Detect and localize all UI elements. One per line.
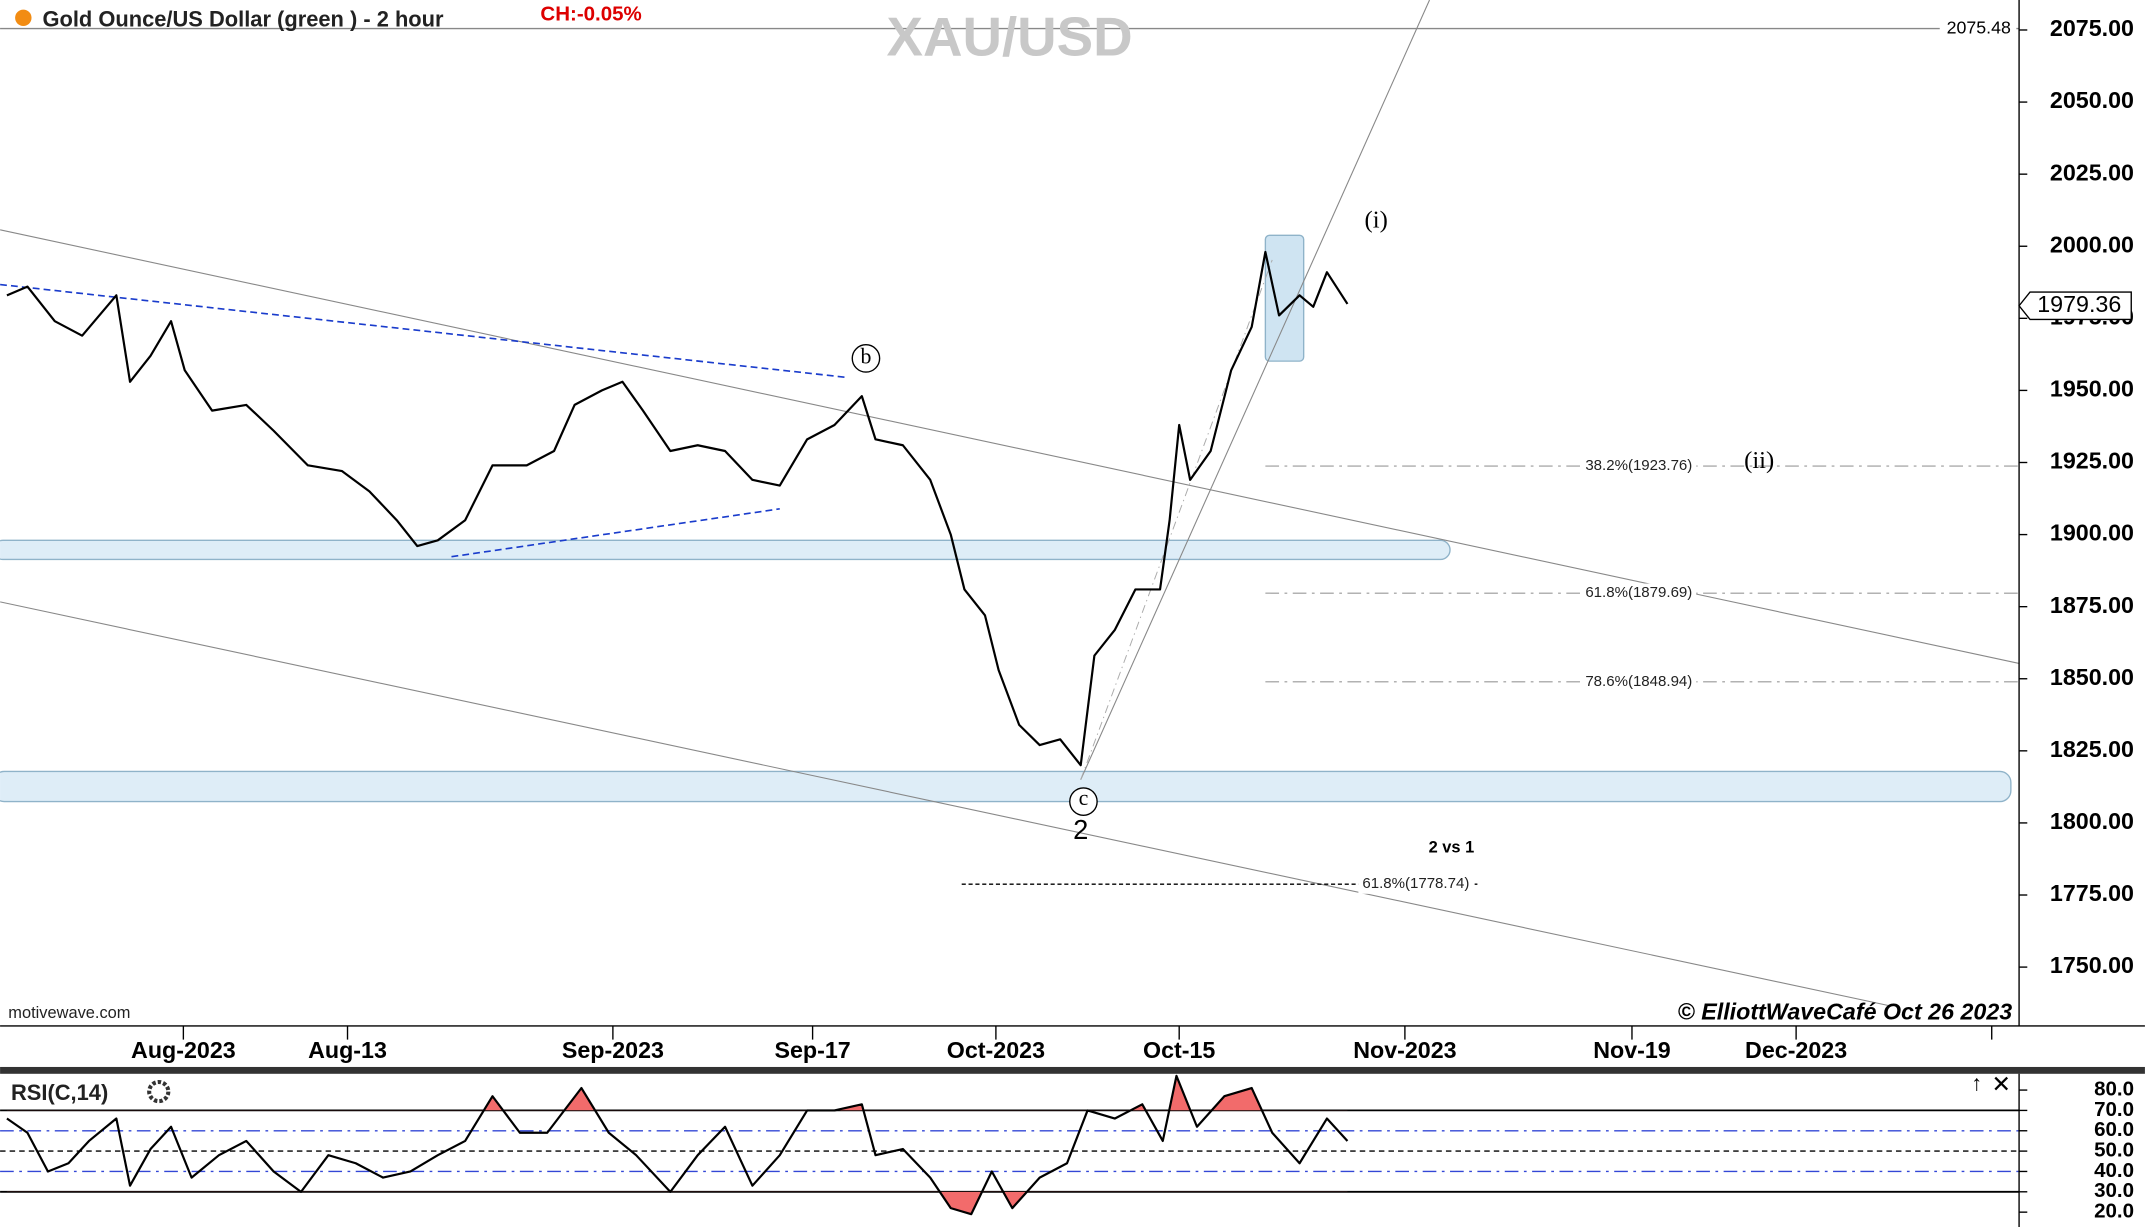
x-tick-label: Dec-2023: [1745, 1037, 1847, 1063]
y-tick-label: 1900.00: [2050, 520, 2134, 546]
settings-icon[interactable]: [147, 1079, 171, 1104]
price-line: [6, 1074, 1349, 1216]
last-price-tag: [2018, 291, 2132, 321]
x-tick-label: Sep-17: [774, 1037, 850, 1063]
y-tick-label: 50.0: [2094, 1139, 2134, 1162]
trend-line: [0, 601, 1888, 1006]
last-price-label: 1979.36: [2037, 291, 2121, 317]
trend-line: [1080, 0, 1431, 780]
y-tick-label: 30.0: [2094, 1179, 2134, 1202]
y-tick-label: 1850.00: [2050, 664, 2134, 690]
wave-circle: [851, 344, 881, 373]
y-tick-label: 20.0: [2094, 1200, 2134, 1223]
level-label: 2075.48: [1947, 17, 2011, 37]
support-zone: [0, 770, 2012, 803]
chart-title: Gold Ounce/US Dollar (green ) - 2 hour: [42, 6, 444, 31]
fib-label: 78.6%(1848.94): [1585, 673, 1692, 690]
y-tick-label: 1750.00: [2050, 952, 2134, 978]
price-panel: 2075.48 38.2%(1923.76) 61.8%(1879.69) 78.6%…: [0, 17, 2020, 894]
x-tick-label: Aug-2023: [131, 1037, 236, 1063]
level-label-bg: [1939, 17, 2017, 40]
source: motivewave.com: [8, 1004, 130, 1022]
x-tick-label: Oct-15: [1143, 1037, 1215, 1063]
wave-label: c: [1079, 786, 1089, 810]
wave-label: 2: [1073, 814, 1088, 845]
y-tick-label: 2050.00: [2050, 87, 2134, 113]
copyright: © ElliottWaveCafé Oct 26 2023: [1678, 999, 2013, 1025]
y-tick-label: 80.0: [2094, 1077, 2134, 1100]
y-tick-label: 1875.00: [2050, 592, 2134, 618]
wave-label: (ii): [1744, 447, 1774, 474]
y-tick-label: 2000.00: [2050, 231, 2134, 257]
note: 2 vs 1: [1429, 838, 1475, 856]
y-tick-label: 1800.00: [2050, 808, 2134, 834]
y-tick-label: 2075.00: [2050, 15, 2134, 41]
rsi-panel: [0, 1074, 2020, 1216]
x-tick-label: Oct-2023: [947, 1037, 1045, 1063]
y-tick-label: 1925.00: [2050, 448, 2134, 474]
overbought-fill: [483, 1075, 1262, 1111]
wave-label: (i): [1365, 206, 1388, 233]
x-tick-label: Nov-2023: [1353, 1037, 1456, 1063]
rsi-title: RSI(C,14): [11, 1080, 108, 1105]
wave-circle: [1069, 787, 1098, 816]
trend-line: [1080, 259, 1273, 780]
x-tick-label: Nov-19: [1593, 1037, 1671, 1063]
y-tick-label: 2025.00: [2050, 159, 2134, 185]
fib-label-bg: [1581, 583, 1697, 603]
maximize-button[interactable]: ↑: [1971, 1071, 1982, 1096]
y-tick-label: 1825.00: [2050, 736, 2134, 762]
support-zone: [0, 539, 1451, 561]
wedge-line: [451, 508, 780, 558]
close-button[interactable]: ✕: [1992, 1071, 2011, 1097]
panel-divider: [0, 1066, 2145, 1074]
wave-label: b: [860, 344, 871, 368]
fib-label-bg: [1581, 456, 1697, 476]
y-tick-label: 1775.00: [2050, 880, 2134, 906]
status-dot: [15, 9, 32, 26]
y-tick-label: 1950.00: [2050, 376, 2134, 402]
fib-label-bg: [1581, 672, 1697, 692]
watermark: XAU/USD: [886, 5, 1132, 67]
fib-label-bg: [1358, 874, 1474, 894]
x-tick-label: Sep-2023: [562, 1037, 664, 1063]
price-line: [6, 250, 1349, 767]
y-tick-label: 70.0: [2094, 1098, 2134, 1121]
x-tick-label: Aug-13: [308, 1037, 387, 1063]
oversold-fill: [300, 1191, 1027, 1215]
y-tick-label: 60.0: [2094, 1118, 2134, 1141]
change-label: CH:-0.05%: [540, 2, 641, 25]
drawings: [0, 0, 2020, 1006]
fib-label: 61.8%(1778.74): [1362, 875, 1469, 892]
y-tick-label: 40.0: [2094, 1159, 2134, 1182]
fib-label: 38.2%(1923.76): [1585, 457, 1692, 474]
fib-label: 61.8%(1879.69): [1585, 584, 1692, 601]
